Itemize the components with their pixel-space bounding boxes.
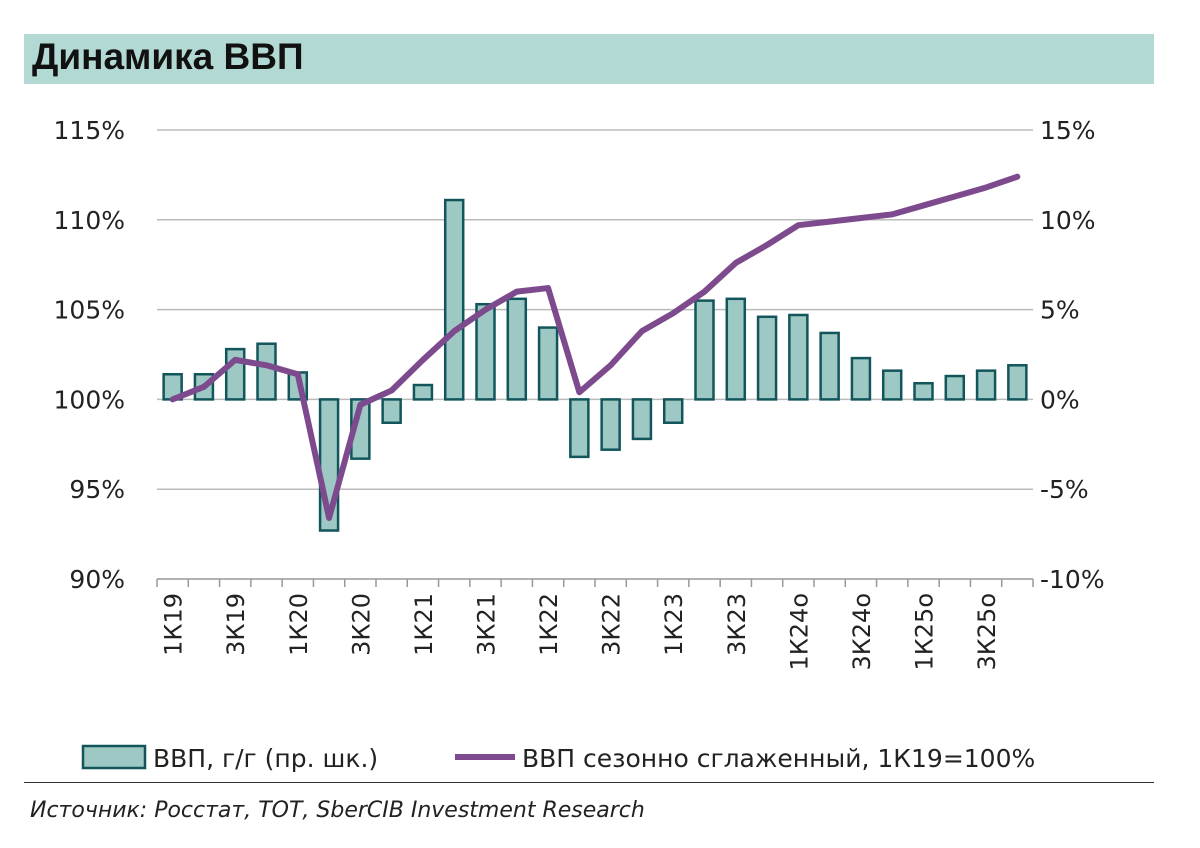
y-right-tick-label: -10% [1040, 565, 1105, 594]
bar-2К21 [443, 198, 465, 401]
y-right-tick-label: -5% [1040, 475, 1089, 504]
x-tick-label: 3К21 [473, 593, 501, 656]
y-left-tick-label: 95% [69, 475, 125, 504]
bar-3К25о [975, 369, 997, 401]
bar-2К22 [569, 398, 590, 459]
bar-1К25о [913, 381, 934, 401]
bar-4К19 [256, 342, 277, 401]
bar-4К20 [381, 398, 402, 424]
bar-4К23 [756, 315, 778, 401]
x-tick-label: 3К19 [222, 593, 250, 656]
legend-bar-label: ВВП, г/г (пр. шк.) [153, 744, 378, 773]
source-note: Источник: Росстат, ТОТ, SberCIB Investme… [30, 798, 645, 823]
y-right-tick-label: 10% [1040, 206, 1096, 235]
bar-3К21 [475, 302, 496, 401]
x-tick-label: 1К19 [160, 593, 188, 656]
line-series [169, 173, 1021, 521]
chart-title: Динамика ВВП [32, 36, 304, 77]
x-tick-label: 3К20 [347, 593, 375, 656]
bar-2К23 [694, 299, 715, 401]
x-tick-label: 1К25о [911, 593, 939, 671]
bar-3К23 [725, 297, 747, 401]
bar-1К21 [412, 383, 434, 401]
x-tick-label: 1К20 [285, 593, 313, 656]
x-tick-label: 1К23 [660, 593, 688, 656]
bar-1К24о [788, 313, 809, 401]
bar-4К25о [1007, 364, 1028, 401]
y-left-tick-label: 90% [69, 565, 125, 594]
y-right-tick-label: 0% [1040, 385, 1080, 414]
x-tick-label: 1К24о [785, 593, 813, 671]
legend-line-label: ВВП сезонно сглаженный, 1К19=100% [522, 744, 1035, 773]
y-left-tick-label: 105% [54, 296, 125, 325]
x-tick-label: 1К21 [410, 593, 438, 656]
bar-3К24о [850, 356, 872, 401]
y-left-tick-label: 115% [54, 116, 125, 145]
bar-4К21 [506, 297, 528, 401]
bar-1К23 [662, 398, 684, 424]
x-tick-label: 3К22 [598, 593, 626, 656]
y-right-tick-label: 5% [1040, 296, 1080, 325]
bar-3К22 [600, 398, 621, 451]
bar-3К19 [224, 347, 246, 401]
bar-2К25о [944, 374, 966, 401]
divider [24, 782, 1154, 783]
x-tick-label: 3К23 [723, 593, 751, 656]
x-tick-label: 3К24о [848, 593, 876, 671]
legend-bar-swatch [81, 744, 147, 770]
y-left-tick-label: 110% [54, 206, 125, 235]
bar-1К22 [537, 326, 559, 401]
bar-2К24о [819, 331, 840, 401]
bar-4К22 [631, 398, 653, 441]
bar-4К24о [881, 369, 903, 401]
title-band: Динамика ВВП [24, 34, 1154, 84]
x-tick-label: 3К25о [973, 593, 1001, 671]
x-tick-label: 1К22 [535, 593, 563, 656]
y-left-tick-label: 100% [54, 385, 125, 414]
y-right-tick-label: 15% [1040, 116, 1096, 145]
